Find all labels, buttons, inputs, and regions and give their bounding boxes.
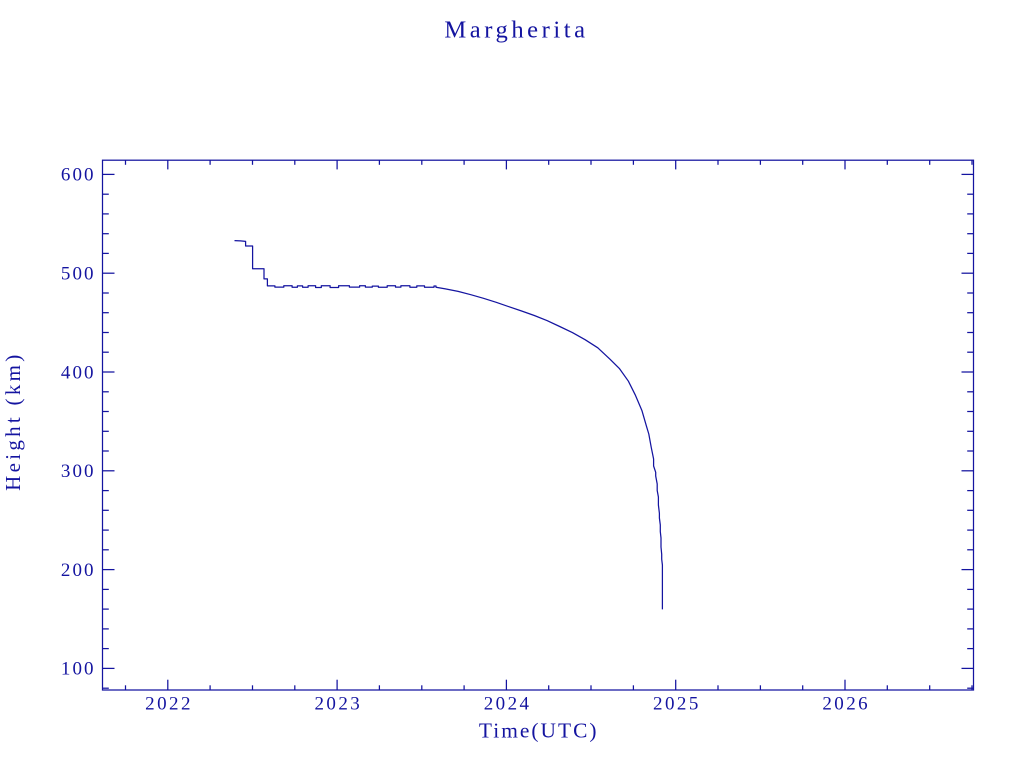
svg-text:Time(UTC): Time(UTC) (479, 718, 597, 742)
svg-text:2024: 2024 (484, 694, 530, 715)
svg-text:500: 500 (61, 264, 94, 285)
svg-text:400: 400 (61, 362, 94, 383)
svg-text:300: 300 (61, 461, 94, 482)
svg-text:100: 100 (61, 659, 94, 680)
svg-text:600: 600 (61, 165, 94, 186)
svg-text:200: 200 (61, 560, 94, 581)
svg-text:Height (km): Height (km) (1, 355, 25, 491)
svg-text:Margherita: Margherita (444, 16, 585, 43)
